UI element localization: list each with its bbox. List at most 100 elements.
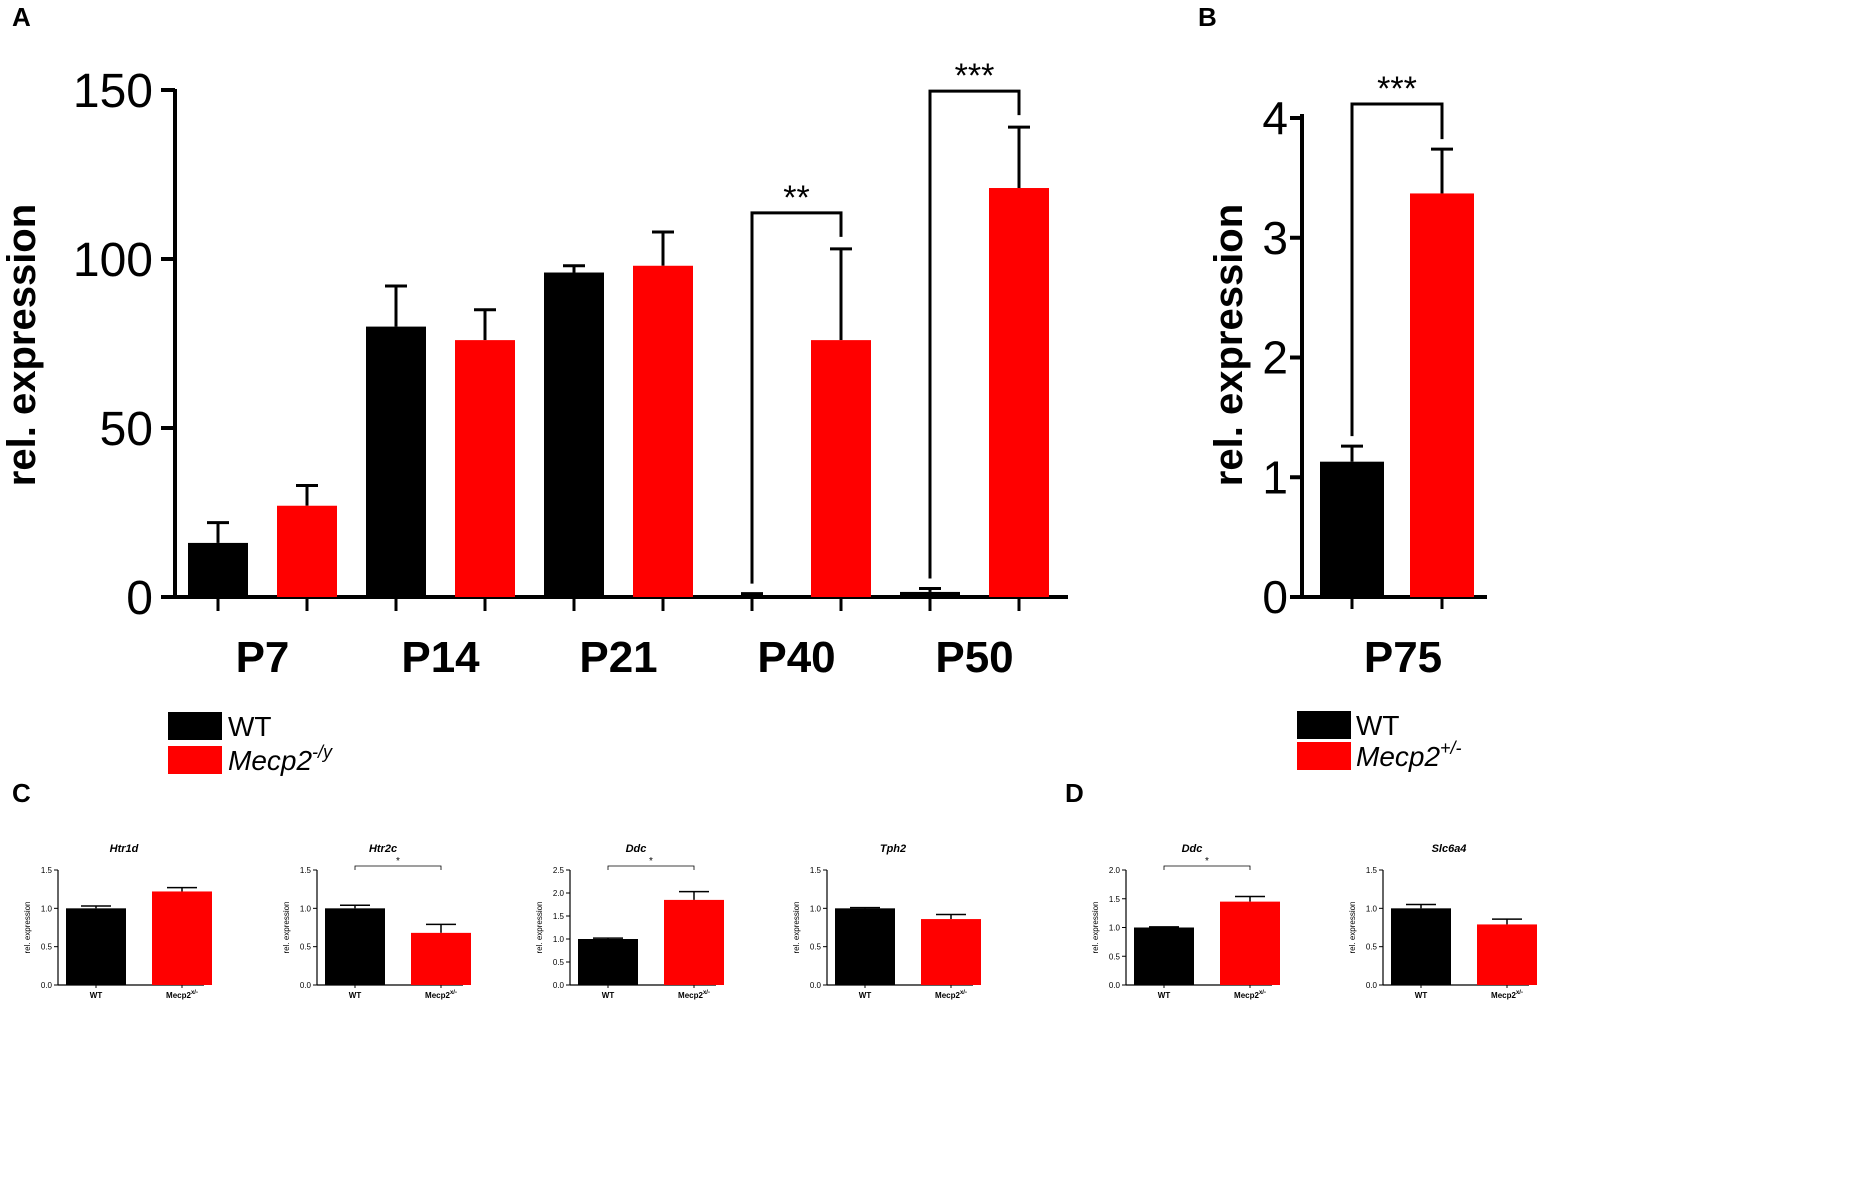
x-tick-label: Mecp2x/- <box>935 990 967 1000</box>
x-tick-label: Mecp2x/- <box>1234 990 1266 1000</box>
x-tick-label: WT <box>1415 991 1428 1000</box>
x-tick-label: WT <box>602 991 615 1000</box>
x-tick-label-base: Mecp2 <box>166 991 191 1000</box>
legend-label-base: Mecp2 <box>1356 741 1440 772</box>
y-axis-label: rel. expression <box>1207 204 1251 486</box>
y-axis-label: rel. expression <box>0 204 44 486</box>
bar-mecp2 <box>989 188 1049 597</box>
y-tick-label: 0.0 <box>300 981 312 990</box>
bar-wt <box>325 908 385 985</box>
x-tick-label-base: Mecp2 <box>1491 991 1516 1000</box>
chart-c2: Htr2c 0.0 0.5 1.0 1.5 rel. expression * <box>282 843 471 990</box>
chart-c4: Tph2 0.0 0.5 1.0 1.5 rel. expression <box>792 843 981 990</box>
bar-mecp2 <box>921 919 981 985</box>
chart-c1: Htr1d 0.0 0.5 1.0 1.5 rel. expression <box>23 843 212 990</box>
x-tick-label-base: Mecp2 <box>425 991 450 1000</box>
x-tick-label: Mecp2x/- <box>678 990 710 1000</box>
x-tick-label: Mecp2x/- <box>425 990 457 1000</box>
y-tick-label: 0.0 <box>1366 981 1378 990</box>
significance-bracket <box>750 211 843 584</box>
y-tick-label: 1.5 <box>810 866 822 875</box>
y-tick-label: 3 <box>1262 212 1288 264</box>
panel-label-d: D <box>1065 778 1084 808</box>
x-tick-label-base: Mecp2 <box>678 991 703 1000</box>
y-axis-label: rel. expression <box>282 901 291 953</box>
y-tick-label: 1.0 <box>810 904 822 913</box>
legend-swatch <box>1297 711 1351 739</box>
y-axis-label: rel. expression <box>23 901 32 953</box>
y-tick-label: 1.0 <box>300 904 312 913</box>
legend-label-base: Mecp2 <box>228 745 312 776</box>
bar-wt <box>188 542 248 597</box>
y-tick-label: 4 <box>1262 92 1288 144</box>
y-axis-label: rel. expression <box>535 901 544 953</box>
bar-mecp2 <box>1477 924 1537 985</box>
chart-title: Ddc <box>1182 843 1203 855</box>
chart-title: Slc6a4 <box>1432 843 1467 855</box>
y-tick-label: 1.5 <box>1109 895 1121 904</box>
bar-mecp2 <box>1410 193 1474 597</box>
legend-swatch <box>168 712 222 740</box>
chart-c3: Ddc 0.0 0.5 1.0 1.5 2.0 2.5 rel. expression * <box>535 843 724 990</box>
x-tick-label: P75 <box>1364 633 1442 682</box>
legend-label-base: WT <box>1356 710 1400 741</box>
y-axis-label: rel. expression <box>1348 901 1357 953</box>
x-tick-label-base: WT <box>1415 991 1428 1000</box>
y-tick-label: 2.0 <box>553 889 565 898</box>
y-axis-label: rel. expression <box>1091 901 1100 953</box>
y-tick-label: 1.0 <box>553 935 565 944</box>
x-tick-label: P21 <box>579 633 657 682</box>
bar-mecp2 <box>411 932 471 985</box>
x-tick-label: WT <box>349 991 362 1000</box>
y-tick-label: 1 <box>1262 451 1288 503</box>
y-tick-label: 1.5 <box>1366 866 1378 875</box>
x-tick-label-base: WT <box>859 991 872 1000</box>
legend-label: WT <box>228 711 272 742</box>
y-tick-label: 0.5 <box>810 943 822 952</box>
chart-title: Tph2 <box>880 843 906 855</box>
y-tick-label: 0.5 <box>1109 952 1121 961</box>
legend-swatch <box>1297 742 1351 770</box>
y-tick-label: 0.0 <box>41 981 53 990</box>
y-tick-label: 100 <box>73 234 153 287</box>
x-tick-label-sup: x/- <box>191 990 198 996</box>
x-tick-label-base: WT <box>602 991 615 1000</box>
significance-stars: *** <box>955 57 995 95</box>
y-tick-label: 0.0 <box>810 981 822 990</box>
y-tick-label: 0.5 <box>1366 943 1378 952</box>
significance-bracket <box>928 89 1021 579</box>
x-tick-label-sup: x/- <box>960 990 967 996</box>
significance-bracket <box>1350 102 1444 437</box>
legend-label-sup: +/- <box>1440 738 1462 758</box>
y-tick-label: 0.0 <box>1109 981 1121 990</box>
x-tick-label-base: WT <box>349 991 362 1000</box>
significance-stars: * <box>1205 856 1209 867</box>
y-tick-label: 0.5 <box>553 958 565 967</box>
legend-label-sup: -/y <box>312 742 333 762</box>
panel-label-c: C <box>12 778 31 808</box>
y-tick-label: 0.5 <box>41 943 53 952</box>
y-tick-label: 1.0 <box>41 904 53 913</box>
significance-stars: ** <box>783 179 809 217</box>
y-tick-label: 0.0 <box>553 981 565 990</box>
y-tick-label: 150 <box>73 65 153 118</box>
x-tick-label-sup: x/- <box>1259 990 1266 996</box>
x-tick-label: Mecp2x/- <box>166 990 198 1000</box>
y-tick-label: 50 <box>100 403 153 456</box>
bar-mecp2 <box>152 891 212 985</box>
x-tick-label-sup: x/- <box>450 990 457 996</box>
x-tick-label-sup: x/- <box>1516 990 1523 996</box>
significance-stars: *** <box>1377 70 1417 108</box>
significance-bracket <box>354 865 442 870</box>
legend-label: Mecp2+/- <box>1356 738 1462 772</box>
significance-stars: * <box>649 856 653 867</box>
bar-wt <box>722 595 782 597</box>
legend-label-base: WT <box>228 711 272 742</box>
bar-mecp2 <box>455 340 515 597</box>
x-tick-label-base: WT <box>1158 991 1171 1000</box>
y-tick-label: 1.5 <box>41 866 53 875</box>
y-tick-label: 0 <box>1262 571 1288 623</box>
panel-label-a: A <box>12 2 31 32</box>
significance-stars: * <box>396 856 400 867</box>
